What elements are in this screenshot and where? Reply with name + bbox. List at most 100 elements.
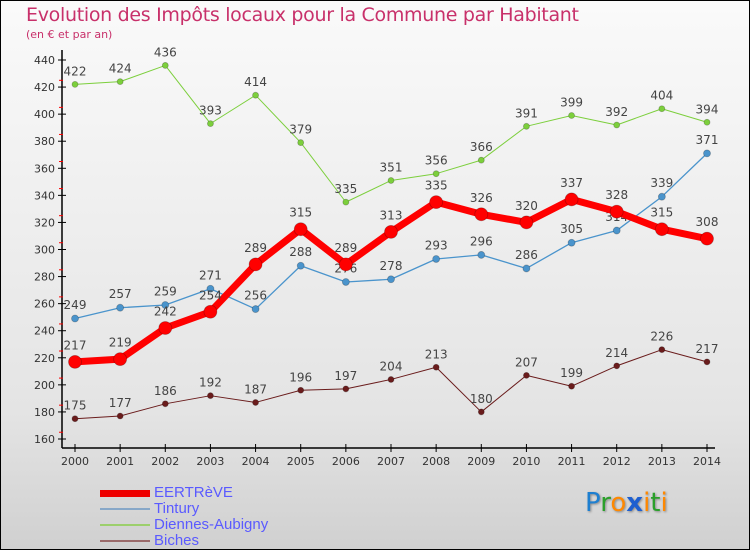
x-tick-label: 2012	[603, 455, 631, 468]
data-point-tintury	[387, 275, 395, 284]
data-point-eertr-ve	[113, 352, 128, 367]
data-label-diennes-aubigny: 399	[560, 95, 583, 109]
x-tick-label: 2008	[422, 455, 450, 468]
data-point-eertr-ve	[609, 204, 624, 219]
x-tick-label: 2006	[332, 455, 360, 468]
data-point-eertr-ve	[654, 222, 669, 237]
data-label-diennes-aubigny: 335	[334, 182, 357, 196]
data-label-tintury: 271	[199, 268, 222, 282]
legend-swatch	[100, 524, 150, 526]
data-point-diennes-aubigny	[161, 62, 169, 69]
data-label-tintury: 278	[380, 259, 403, 273]
data-point-eertr-ve	[248, 257, 263, 272]
data-point-diennes-aubigny	[477, 156, 485, 164]
data-label-tintury: 256	[244, 289, 267, 303]
data-point-diennes-aubigny	[116, 78, 124, 86]
data-label-diennes-aubigny: 414	[244, 75, 267, 89]
data-label-tintury: 293	[425, 238, 448, 252]
data-point-diennes-aubigny	[658, 105, 666, 113]
x-tick-label: 2007	[377, 455, 405, 468]
logo-letter: i	[660, 488, 668, 518]
data-label-biches: 226	[650, 330, 673, 344]
legend-swatch	[100, 540, 150, 542]
data-point-eertr-ve	[158, 321, 173, 335]
data-point-biches	[252, 399, 259, 406]
data-label-diennes-aubigny: 436	[154, 45, 177, 59]
data-point-diennes-aubigny	[252, 91, 259, 99]
data-point-tintury	[522, 264, 531, 273]
legend-swatch	[100, 489, 150, 497]
data-label-tintury: 286	[515, 248, 538, 262]
data-label-biches: 207	[515, 355, 538, 369]
data-point-eertr-ve	[384, 225, 398, 239]
data-point-tintury	[432, 255, 441, 263]
legend-item: EERTRèVE	[100, 485, 268, 501]
data-label-diennes-aubigny: 404	[650, 89, 673, 103]
data-point-biches	[116, 412, 124, 420]
data-label-biches: 196	[289, 370, 312, 384]
data-label-eertr-ve: 320	[515, 199, 538, 213]
data-point-biches	[297, 386, 305, 394]
legend-item: Tintury	[100, 501, 268, 517]
data-label-biches: 186	[154, 384, 177, 398]
data-label-diennes-aubigny: 356	[425, 154, 448, 168]
data-label-diennes-aubigny: 392	[605, 105, 628, 119]
data-label-biches: 204	[380, 359, 403, 373]
data-label-tintury: 296	[470, 234, 493, 248]
data-point-biches	[342, 385, 350, 393]
data-point-tintury	[703, 149, 711, 158]
data-label-biches: 213	[425, 347, 448, 361]
chart-title: Evolution des Impôts locaux pour la Comm…	[26, 4, 579, 26]
y-tick-label: 180	[34, 406, 55, 419]
data-point-biches	[71, 415, 79, 423]
data-label-tintury: 249	[64, 298, 87, 312]
x-tick-label: 2003	[196, 455, 224, 468]
data-label-eertr-ve: 289	[334, 241, 357, 255]
data-label-eertr-ve: 313	[380, 208, 403, 222]
data-label-diennes-aubigny: 379	[289, 123, 312, 137]
data-point-biches	[161, 400, 169, 408]
data-label-eertr-ve: 326	[470, 191, 493, 205]
data-label-diennes-aubigny: 366	[470, 140, 493, 154]
logo-letter: o	[610, 488, 627, 518]
data-point-diennes-aubigny	[613, 121, 621, 129]
data-label-eertr-ve: 254	[199, 288, 222, 302]
y-tick-label: 300	[34, 244, 55, 257]
y-tick-label: 240	[34, 325, 55, 338]
data-point-biches	[477, 408, 485, 416]
x-tick-label: 2001	[106, 455, 134, 468]
data-point-tintury	[657, 192, 666, 201]
data-point-tintury	[116, 303, 125, 312]
x-tick-label: 2004	[242, 455, 270, 468]
data-label-tintury: 305	[560, 222, 583, 236]
logo-letter: x	[626, 488, 644, 518]
data-label-biches: 192	[199, 376, 222, 390]
data-label-tintury: 371	[696, 133, 719, 147]
data-point-diennes-aubigny	[523, 122, 530, 130]
legend-swatch	[100, 508, 150, 510]
data-point-diennes-aubigny	[297, 139, 305, 146]
chart-subtitle: (en € et par an)	[26, 28, 113, 41]
data-label-biches: 214	[605, 346, 628, 360]
data-point-biches	[523, 371, 530, 379]
y-tick-label: 260	[34, 298, 55, 311]
y-tick-label: 340	[34, 189, 55, 202]
y-tick-label: 220	[34, 352, 55, 365]
y-tick-label: 160	[34, 433, 55, 446]
data-label-eertr-ve: 219	[109, 336, 132, 350]
legend-label: Tintury	[154, 500, 200, 517]
data-label-diennes-aubigny: 391	[515, 106, 538, 120]
data-label-biches: 187	[244, 382, 267, 396]
y-tick-label: 360	[34, 162, 55, 175]
y-tick-label: 420	[34, 81, 55, 94]
logo-letter: t	[650, 488, 661, 518]
data-point-tintury	[341, 278, 350, 286]
data-label-eertr-ve: 289	[244, 241, 267, 255]
data-point-eertr-ve	[203, 304, 218, 319]
data-point-tintury	[71, 314, 79, 323]
data-label-eertr-ve: 308	[696, 215, 719, 229]
x-tick-label: 2005	[287, 455, 315, 468]
data-point-eertr-ve	[564, 192, 579, 207]
